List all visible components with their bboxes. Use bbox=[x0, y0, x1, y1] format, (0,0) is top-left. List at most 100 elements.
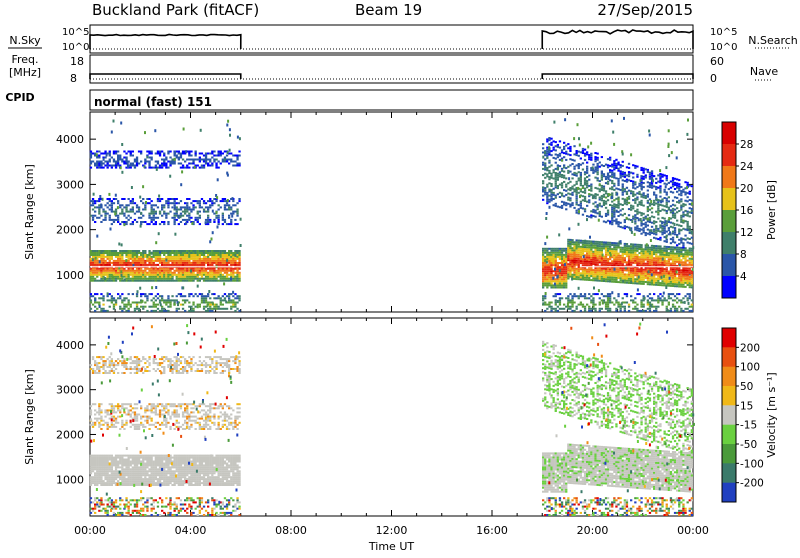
echo-cell bbox=[691, 282, 693, 284]
echo-cell bbox=[234, 260, 236, 262]
echo-cell bbox=[613, 256, 615, 258]
echo-cell bbox=[682, 205, 684, 207]
echo-cell bbox=[107, 202, 109, 204]
echo-cell bbox=[213, 256, 215, 258]
echo-cell bbox=[211, 278, 213, 280]
echo-cell bbox=[571, 262, 573, 264]
echo-scatter bbox=[151, 286, 153, 289]
echo-cell bbox=[689, 295, 691, 297]
echo-cell bbox=[687, 274, 689, 276]
echo-cell bbox=[617, 255, 619, 257]
echo-cell bbox=[615, 271, 617, 273]
echo-cell bbox=[576, 306, 578, 308]
echo-cell bbox=[115, 272, 117, 274]
echo-cell bbox=[234, 223, 236, 225]
echo-cell bbox=[113, 151, 115, 153]
echo-cell bbox=[228, 274, 230, 276]
echo-cell bbox=[672, 277, 674, 279]
echo-cell bbox=[594, 212, 596, 214]
echo-cell bbox=[92, 204, 94, 206]
echo-cell bbox=[220, 264, 222, 266]
echo-cell bbox=[148, 258, 150, 260]
echo-cell bbox=[582, 260, 584, 262]
echo-cell bbox=[640, 304, 642, 306]
echo-scatter bbox=[638, 218, 640, 221]
echo-cell bbox=[676, 279, 678, 281]
echo-cell bbox=[691, 264, 693, 266]
echo-cell bbox=[178, 272, 180, 274]
echo-cell bbox=[90, 167, 92, 169]
echo-cell bbox=[588, 248, 590, 250]
echo-cell bbox=[651, 261, 653, 263]
echo-cell bbox=[203, 272, 205, 274]
echo-cell bbox=[643, 261, 645, 263]
echo-cell bbox=[92, 250, 94, 252]
echo-cell bbox=[622, 214, 624, 216]
echo-cell bbox=[672, 179, 674, 181]
echo-cell bbox=[588, 275, 590, 277]
echo-cell bbox=[597, 271, 599, 273]
echo-cell bbox=[128, 278, 130, 280]
echo-cell bbox=[134, 167, 136, 169]
echo-cell bbox=[220, 302, 222, 304]
echo-cell bbox=[668, 262, 670, 264]
echo-cell bbox=[117, 274, 119, 276]
echo-cell bbox=[588, 269, 590, 271]
echo-cell bbox=[224, 221, 226, 223]
echo-cell bbox=[597, 165, 599, 167]
echo-cell bbox=[636, 211, 638, 213]
echo-cell bbox=[159, 258, 161, 260]
echo-cell bbox=[546, 194, 548, 196]
echo-cell bbox=[546, 287, 548, 289]
echo-scatter bbox=[630, 153, 632, 156]
echo-cell bbox=[209, 302, 211, 304]
echo-cell bbox=[567, 239, 569, 241]
echo-cell bbox=[674, 233, 676, 235]
echo-cell bbox=[594, 259, 596, 261]
echo-cell bbox=[605, 246, 607, 248]
echo-cell bbox=[672, 210, 674, 212]
echo-cell bbox=[199, 274, 201, 276]
echo-cell bbox=[586, 275, 588, 277]
echo-cell bbox=[201, 165, 203, 167]
echo-cell bbox=[561, 151, 563, 153]
echo-scatter bbox=[659, 169, 661, 172]
echo-cell bbox=[238, 252, 240, 254]
echo-cell bbox=[544, 162, 546, 164]
echo-cell bbox=[125, 217, 127, 219]
echo-cell bbox=[144, 163, 146, 165]
echo-cell bbox=[632, 199, 634, 201]
echo-cell bbox=[647, 190, 649, 192]
echo-cell bbox=[142, 274, 144, 276]
echo-cell bbox=[153, 262, 155, 264]
echo-cell bbox=[643, 227, 645, 229]
echo-cell bbox=[188, 293, 190, 295]
echo-cell bbox=[176, 308, 178, 310]
echo-cell bbox=[113, 159, 115, 161]
echo-cell bbox=[649, 176, 651, 178]
echo-cell bbox=[630, 270, 632, 272]
echo-cell bbox=[657, 174, 659, 176]
echo-cell bbox=[565, 159, 567, 161]
echo-cell bbox=[180, 258, 182, 260]
echo-cell bbox=[647, 255, 649, 257]
echo-cell bbox=[136, 256, 138, 258]
echo-cell bbox=[655, 284, 657, 286]
echo-cell bbox=[136, 157, 138, 159]
echo-cell bbox=[563, 195, 565, 197]
echo-cell bbox=[176, 264, 178, 266]
echo-cell bbox=[563, 152, 565, 154]
echo-cell bbox=[548, 195, 550, 197]
echo-cell bbox=[146, 297, 148, 299]
echo-cell bbox=[647, 171, 649, 173]
echo-cell bbox=[128, 260, 130, 262]
echo-cell bbox=[544, 310, 546, 312]
echo-cell bbox=[634, 256, 636, 258]
echo-cell bbox=[199, 264, 201, 266]
echo-cell bbox=[636, 310, 638, 312]
echo-cell bbox=[691, 306, 693, 308]
echo-cell bbox=[184, 167, 186, 169]
echo-cell bbox=[640, 244, 642, 246]
echo-cell bbox=[117, 272, 119, 274]
echo-cell bbox=[611, 209, 613, 211]
